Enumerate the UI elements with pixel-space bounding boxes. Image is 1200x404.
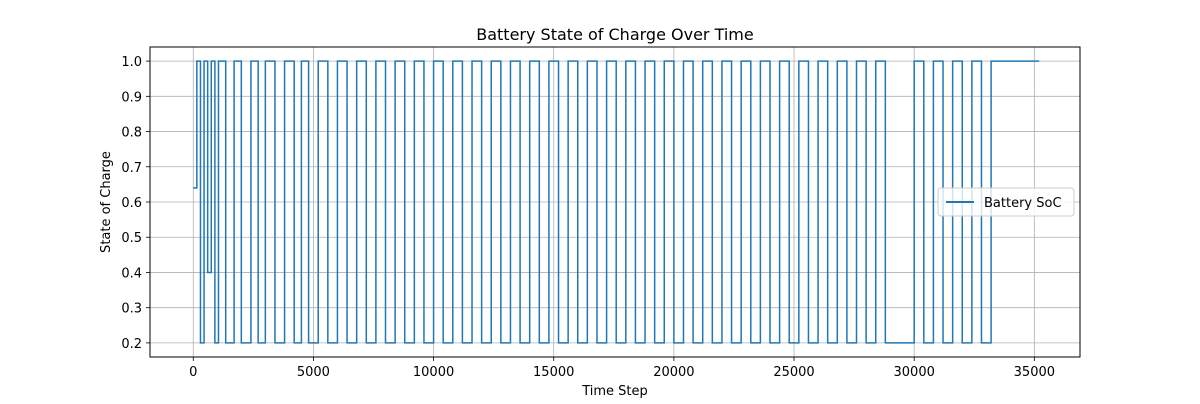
y-tick-label: 0.5 xyxy=(121,231,142,246)
legend-entry-label: Battery SoC xyxy=(984,196,1062,211)
x-axis-label: Time Step xyxy=(581,384,648,399)
y-tick-label: 1.0 xyxy=(121,55,142,70)
y-tick-label: 0.7 xyxy=(121,161,142,176)
x-tick-label: 20000 xyxy=(653,365,694,380)
x-tick-label: 35000 xyxy=(1014,365,1055,380)
y-tick-label: 0.3 xyxy=(121,302,142,317)
y-tick-label: 0.8 xyxy=(121,126,142,141)
y-tick-label: 0.9 xyxy=(121,90,142,105)
x-tick-label: 15000 xyxy=(533,365,574,380)
y-axis-label: State of Charge xyxy=(99,151,114,253)
legend-box xyxy=(937,187,1075,217)
series-layer xyxy=(193,60,1040,344)
x-tick-label: 25000 xyxy=(773,365,814,380)
y-tick-label: 0.6 xyxy=(121,196,142,211)
legend: Battery SoC xyxy=(937,187,1075,217)
x-tick-label: 5000 xyxy=(297,365,330,380)
x-tick-label: 0 xyxy=(189,365,197,380)
x-tick-label: 30000 xyxy=(894,365,935,380)
y-tick-label: 0.4 xyxy=(121,266,142,281)
x-tick-label: 10000 xyxy=(413,365,454,380)
y-tick-label: 0.2 xyxy=(121,337,142,352)
tick-layer: 0 5000 10000 15000 20000 25000 30000 35000 0.2 0.… xyxy=(121,55,1055,380)
chart-title: Battery State of Charge Over Time xyxy=(476,25,753,44)
series-line-battery-soc xyxy=(193,60,1040,344)
